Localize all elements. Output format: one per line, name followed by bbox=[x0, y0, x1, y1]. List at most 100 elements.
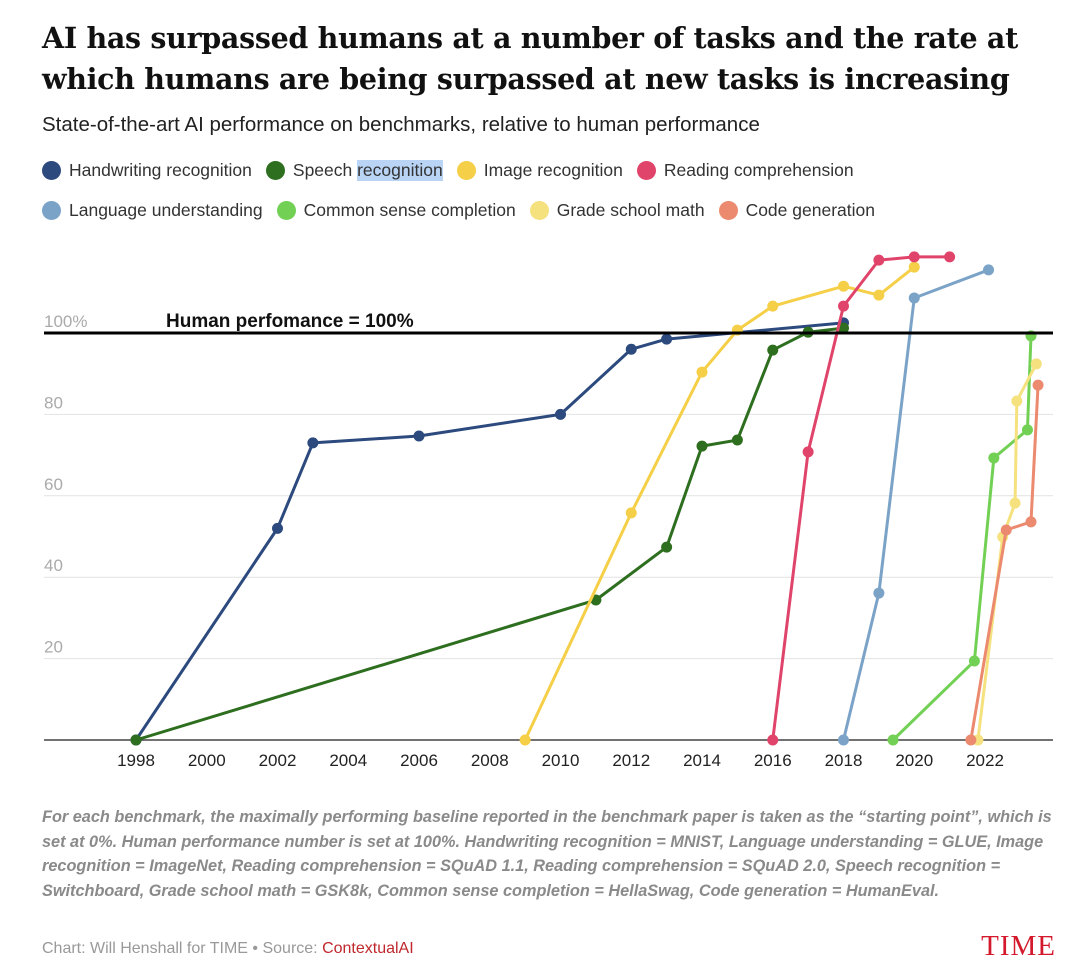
credit: Chart: Will Henshall for TIME • Source: bbox=[42, 940, 323, 957]
data-point bbox=[767, 344, 779, 356]
chart-title: AI has surpassed humans at a number of t… bbox=[42, 21, 1018, 96]
data-point bbox=[873, 289, 885, 301]
x-tick-label: 2004 bbox=[329, 751, 367, 770]
legend-swatch bbox=[456, 160, 476, 180]
x-tick-label: 2012 bbox=[612, 751, 650, 770]
series-line-2 bbox=[523, 265, 916, 741]
legend-item-language: Language understanding bbox=[42, 200, 263, 221]
data-point bbox=[661, 333, 673, 345]
data-point bbox=[1030, 358, 1042, 370]
series-line-3 bbox=[771, 255, 950, 741]
x-tick-label: 2020 bbox=[895, 751, 933, 770]
legend-label: Grade school math bbox=[556, 199, 705, 220]
legend-swatch bbox=[529, 200, 549, 220]
source-link[interactable]: ContextualAI bbox=[322, 940, 414, 957]
legend-label: Speech bbox=[292, 159, 358, 180]
data-point bbox=[307, 437, 319, 449]
x-tick-label: 2008 bbox=[471, 751, 509, 770]
legend-swatch bbox=[265, 160, 285, 180]
legend-item-handwriting: Handwriting recognition bbox=[42, 160, 252, 181]
series-line-4 bbox=[842, 268, 990, 741]
x-tick-label: 2016 bbox=[754, 751, 792, 770]
data-point bbox=[625, 343, 637, 355]
data-point bbox=[130, 734, 142, 746]
x-tick-label: 2022 bbox=[966, 751, 1004, 770]
footer: Chart: Will Henshall for TIME • Source: … bbox=[42, 940, 414, 958]
data-point bbox=[838, 280, 849, 292]
selected-text: recognition bbox=[357, 159, 443, 181]
legend-swatch bbox=[276, 200, 296, 220]
x-tick-label: 2014 bbox=[683, 751, 721, 770]
legend-item-grade-school-math: Grade school math bbox=[529, 199, 705, 221]
y-tick-label: 20 bbox=[44, 638, 63, 657]
data-point bbox=[1025, 516, 1037, 528]
x-tick-label: 2000 bbox=[188, 751, 226, 770]
legend-label: Image recognition bbox=[483, 159, 623, 180]
legend-swatch bbox=[718, 200, 738, 220]
legend-item-code: Code generation bbox=[718, 199, 875, 221]
data-point bbox=[944, 251, 956, 263]
data-point bbox=[887, 734, 899, 746]
data-point bbox=[555, 408, 566, 420]
data-point bbox=[1011, 395, 1023, 407]
legend-label: Handwriting recognition bbox=[69, 159, 252, 180]
legend-item-image: Image recognition bbox=[456, 159, 623, 181]
data-point bbox=[838, 734, 849, 746]
data-point bbox=[1032, 379, 1044, 391]
data-point bbox=[908, 251, 920, 263]
data-point bbox=[838, 322, 849, 334]
data-point bbox=[625, 507, 637, 519]
data-point bbox=[802, 446, 814, 458]
human-performance-label: Human perfomance = 100% bbox=[166, 311, 414, 332]
x-tick-label: 1998 bbox=[117, 751, 155, 770]
data-point bbox=[519, 734, 531, 746]
data-point bbox=[908, 261, 920, 273]
data-point bbox=[1009, 497, 1021, 509]
data-point bbox=[767, 300, 779, 312]
x-tick-label: 2006 bbox=[400, 751, 438, 770]
legend-label: Common sense completion bbox=[303, 199, 516, 220]
data-point bbox=[968, 655, 980, 667]
legend-item-common-sense: Common sense completion bbox=[276, 199, 516, 221]
line-chart: 100% 80 60 40 20 1998 2000 2002 2004 2006 2008 2010… bbox=[44, 251, 1053, 770]
legend-label: Code generation bbox=[745, 199, 875, 220]
data-point bbox=[731, 434, 743, 446]
legend-swatch bbox=[42, 200, 61, 220]
data-point bbox=[873, 254, 885, 266]
y-tick-label: 40 bbox=[44, 556, 63, 575]
y-tick-label: 100% bbox=[44, 312, 87, 331]
series-line-0 bbox=[134, 321, 844, 741]
data-point bbox=[965, 734, 977, 746]
series-line-7 bbox=[969, 385, 1040, 741]
data-point bbox=[1000, 524, 1012, 536]
data-point bbox=[838, 300, 849, 312]
data-point bbox=[908, 292, 920, 304]
data-point bbox=[272, 522, 283, 534]
x-tick-label: 2018 bbox=[825, 751, 863, 770]
legend-label: Language understanding bbox=[69, 199, 263, 220]
data-point bbox=[413, 430, 425, 442]
legend-item-speech: Speech recognition bbox=[265, 159, 443, 181]
x-tick-label: 2002 bbox=[259, 751, 297, 770]
data-point bbox=[983, 264, 995, 276]
legend-item-reading: Reading comprehension bbox=[636, 159, 854, 181]
legend-label: Reading comprehension bbox=[663, 159, 854, 180]
y-tick-label: 80 bbox=[44, 393, 63, 412]
data-point bbox=[873, 587, 885, 599]
chart-subtitle: State-of-the-art AI performance on bench… bbox=[42, 113, 760, 136]
legend-swatch bbox=[42, 160, 61, 180]
series-line-1 bbox=[135, 326, 844, 742]
data-point bbox=[696, 366, 708, 378]
data-point bbox=[696, 440, 708, 452]
x-tick-label: 2010 bbox=[542, 751, 580, 770]
data-point bbox=[1021, 424, 1033, 436]
chart-note: For each benchmark, the maximally perfor… bbox=[42, 808, 1052, 900]
time-logo: TIME bbox=[981, 930, 1056, 962]
data-point bbox=[661, 541, 673, 553]
data-point bbox=[988, 452, 1000, 464]
legend: Handwriting recognition Speech recogniti… bbox=[42, 150, 1042, 230]
legend-swatch bbox=[636, 160, 656, 180]
series-line-5 bbox=[891, 335, 1033, 742]
y-tick-label: 60 bbox=[44, 475, 63, 494]
data-point bbox=[767, 734, 779, 746]
